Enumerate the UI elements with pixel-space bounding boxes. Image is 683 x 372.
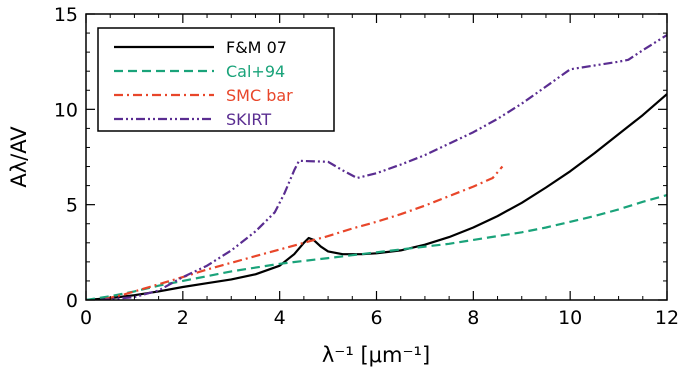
series-layer bbox=[86, 34, 667, 300]
series-line-1 bbox=[86, 194, 667, 300]
x-tick-label: 0 bbox=[80, 307, 92, 329]
y-axis-title: Aλ/AV bbox=[7, 126, 31, 188]
legend: F&M 07 Cal+94 SMC bar SKIRT bbox=[97, 27, 335, 132]
legend-label-3: SKIRT bbox=[226, 110, 271, 129]
series-line-0 bbox=[86, 93, 667, 300]
legend-label-0: F&M 07 bbox=[226, 38, 287, 57]
series-line-3 bbox=[100, 34, 667, 300]
y-tick-label: 0 bbox=[66, 290, 78, 312]
x-tick-label: 4 bbox=[274, 307, 286, 329]
legend-box bbox=[97, 27, 335, 132]
x-tick-label: 10 bbox=[558, 307, 582, 329]
x-axis-title: λ⁻¹ [μm⁻¹] bbox=[322, 343, 430, 367]
series-line-2 bbox=[105, 165, 504, 300]
ticks-layer bbox=[85, 13, 668, 301]
legend-label-2: SMC bar bbox=[226, 86, 293, 105]
y-tick-label: 5 bbox=[66, 195, 78, 217]
x-tick-label: 2 bbox=[177, 307, 189, 329]
x-tick-label: 12 bbox=[655, 307, 679, 329]
tick-labels-layer: 0 2 4 6 8 10 12 0 5 10 15 bbox=[54, 4, 679, 329]
x-tick-label: 6 bbox=[370, 307, 382, 329]
y-tick-label: 15 bbox=[54, 4, 78, 26]
legend-label-1: Cal+94 bbox=[226, 62, 285, 81]
y-tick-label: 10 bbox=[54, 99, 78, 121]
x-tick-label: 8 bbox=[467, 307, 479, 329]
legend-items: F&M 07 Cal+94 SMC bar SKIRT bbox=[114, 38, 293, 129]
